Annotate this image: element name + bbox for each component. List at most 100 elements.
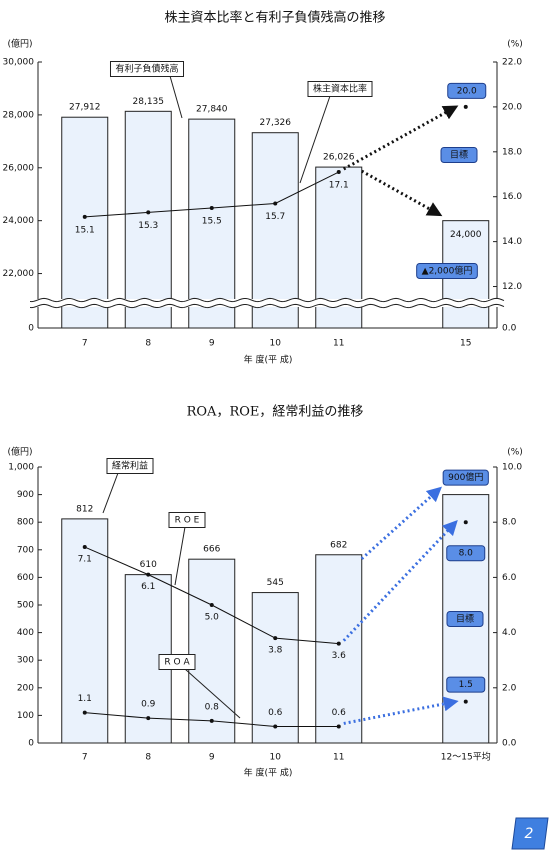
point — [82, 214, 87, 219]
point — [463, 520, 468, 525]
callout: 経常利益 — [112, 460, 148, 472]
value-label: 0.8 — [205, 702, 220, 712]
value-label: 1.5 — [459, 680, 473, 690]
x-tick-label: 12～15平均 — [441, 751, 491, 763]
point — [463, 104, 468, 109]
y-tick-label: 200 — [17, 683, 34, 693]
value-label: 15.1 — [75, 225, 95, 235]
projection-arrow — [342, 520, 458, 642]
bar — [251, 132, 299, 329]
x-tick-label: 8 — [145, 753, 151, 763]
value-label: 682 — [330, 540, 347, 550]
y-tick-label: 100 — [17, 711, 34, 721]
projection-arrow — [361, 169, 443, 217]
point — [209, 205, 214, 210]
value-label: 666 — [203, 545, 220, 555]
callout-box — [440, 147, 478, 163]
page-number-badge — [511, 817, 549, 850]
value-label-box — [446, 545, 486, 562]
chart-title: ROA，ROE，経常利益の推移 — [187, 405, 364, 420]
value-label: 6.1 — [141, 582, 155, 592]
y-tick-label: 26,000 — [3, 163, 35, 173]
y-tick-label: 0 — [28, 324, 34, 334]
callout-box — [109, 61, 185, 77]
callout: 有利子負債残高 — [115, 63, 178, 75]
point — [273, 201, 278, 206]
y-tick-label: 500 — [17, 601, 34, 611]
value-label-box — [442, 469, 489, 486]
point — [82, 545, 87, 550]
y2-tick-label: 20.0 — [502, 102, 522, 112]
x-tick-label: 9 — [209, 753, 215, 763]
callout-box — [106, 458, 154, 474]
y2-tick-label: 6.0 — [502, 573, 517, 583]
y-tick-label: 400 — [17, 628, 34, 638]
axis-break — [29, 303, 505, 309]
projection-arrow — [343, 105, 459, 171]
y-tick-label: 900 — [17, 490, 34, 500]
y-tick-label: 300 — [17, 656, 34, 666]
y2-tick-label: 0.0 — [502, 739, 517, 749]
value-label-box — [446, 676, 486, 693]
y2-axis-label: (%) — [507, 448, 523, 458]
value-label: 27,326 — [260, 118, 292, 128]
y2-tick-label: 0.0 — [502, 324, 517, 334]
y2-tick-label: 16.0 — [502, 192, 522, 202]
x-tick-label: 8 — [145, 339, 151, 349]
point — [273, 724, 278, 729]
value-label: 26,026 — [323, 153, 355, 163]
y-tick-label: 700 — [17, 545, 34, 555]
value-label: 545 — [267, 578, 284, 588]
x-axis-label: 年 度(平 成) — [244, 354, 293, 366]
value-label: 20.0 — [457, 86, 477, 96]
axis-break-band — [30, 299, 505, 307]
point — [209, 718, 214, 723]
bar — [315, 554, 363, 744]
callout-leader — [184, 668, 241, 719]
value-label-box — [447, 82, 487, 99]
bar — [61, 518, 109, 744]
point — [146, 210, 151, 215]
x-tick-label: 10 — [270, 753, 282, 763]
axis-break — [29, 297, 505, 303]
chart-title: 株主資本比率と有利子負債残高の推移 — [164, 10, 385, 26]
value-label: 28,135 — [133, 97, 165, 107]
point — [336, 641, 341, 646]
bar — [188, 558, 236, 744]
value-label: 0.9 — [141, 700, 156, 710]
callout: 株主資本比率 — [313, 83, 367, 95]
y2-tick-label: 10.0 — [502, 463, 522, 473]
page-number: 2 — [525, 826, 534, 842]
projection-arrow — [343, 696, 459, 725]
point — [336, 724, 341, 729]
value-label: 24,000 — [450, 230, 482, 240]
bar — [124, 110, 172, 329]
point — [273, 636, 278, 641]
y-tick-label: 600 — [17, 573, 34, 583]
point — [146, 716, 151, 721]
projection-arrow — [360, 486, 442, 560]
value-label: 17.1 — [329, 181, 349, 191]
y-tick-label: 30,000 — [3, 58, 35, 68]
callout-box — [158, 654, 196, 670]
value-label: 7.1 — [78, 555, 92, 565]
callout-box — [307, 81, 373, 97]
value-label: 15.7 — [265, 212, 285, 222]
y2-tick-label: 8.0 — [502, 518, 517, 528]
value-label: 3.8 — [268, 646, 283, 656]
y-tick-label: 0 — [28, 739, 34, 749]
y-tick-label: 800 — [17, 518, 34, 528]
point — [463, 699, 468, 704]
value-label: 812 — [76, 504, 93, 514]
callout-box — [446, 611, 484, 627]
y-axis-label: (億円) — [7, 446, 32, 458]
callout-leader — [102, 472, 119, 514]
bar — [61, 116, 109, 329]
x-tick-label: 7 — [82, 753, 88, 763]
value-label: 8.0 — [459, 549, 474, 559]
point — [336, 170, 341, 175]
y-axis-label: (億円) — [7, 38, 32, 50]
callout-leader — [174, 526, 186, 586]
y2-tick-label: 22.0 — [502, 58, 522, 68]
